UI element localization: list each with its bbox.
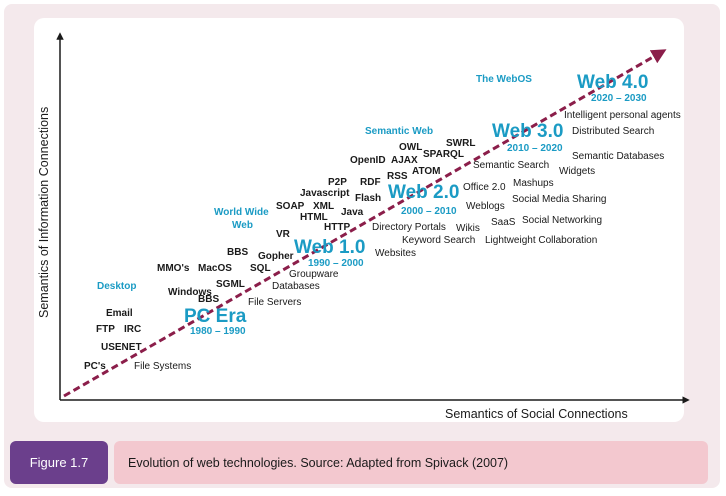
term-javascript: Javascript xyxy=(300,188,350,199)
term-soap: SOAP xyxy=(276,201,305,212)
term-bbs1: BBS xyxy=(198,294,219,305)
term-xml: XML xyxy=(313,201,334,212)
term-keyword-search: Keyword Search xyxy=(402,235,475,246)
term-lightweight-collaboration: Lightweight Collaboration xyxy=(485,235,597,246)
term-social-media-sharing: Social Media Sharing xyxy=(512,194,607,205)
term-rdf: RDF xyxy=(360,177,381,188)
era-pc-title: PC Era xyxy=(184,306,247,327)
era-web2-title: Web 2.0 xyxy=(388,182,459,203)
term-sparql: SPARQL xyxy=(423,149,464,160)
term-saas: SaaS xyxy=(491,217,516,228)
x-axis-label: Semantics of Social Connections xyxy=(445,407,628,421)
figure-caption: Evolution of web technologies. Source: A… xyxy=(114,441,708,484)
evolution-arrow xyxy=(63,49,667,398)
term-p2p: P2P xyxy=(328,177,347,188)
term-atom: ATOM xyxy=(412,166,441,177)
term-macos: MacOS xyxy=(198,263,232,274)
term-gopher: Gopher xyxy=(258,251,294,262)
term-irc: IRC xyxy=(124,324,141,335)
term-widgets: Widgets xyxy=(559,166,595,177)
era-web3-title: Web 3.0 xyxy=(492,121,563,142)
term-mmos: MMO's xyxy=(157,263,190,274)
term-semantic-search: Semantic Search xyxy=(473,160,549,171)
term-rss: RSS xyxy=(387,171,408,182)
term-directory-portals: Directory Portals xyxy=(372,222,446,233)
era-web1-years: 1990 – 2000 xyxy=(308,258,364,269)
term-databases: Databases xyxy=(272,281,320,292)
term-owl: OWL xyxy=(399,142,422,153)
term-ajax: AJAX xyxy=(391,155,418,166)
era-web3-years: 2010 – 2020 xyxy=(507,143,563,154)
y-axis-label: Semantics of Information Connections xyxy=(37,107,51,318)
term-swrl: SWRL xyxy=(446,138,475,149)
term-usenet: USENET xyxy=(101,342,142,353)
era-web4-years: 2020 – 2030 xyxy=(591,93,647,104)
term-intelligent-agents: Intelligent personal agents xyxy=(564,110,681,121)
term-distributed-search: Distributed Search xyxy=(572,126,654,137)
term-windows: Windows xyxy=(168,287,212,298)
term-social-networking: Social Networking xyxy=(522,215,602,226)
term-file-servers: File Servers xyxy=(248,297,301,308)
era-web2-years: 2000 – 2010 xyxy=(401,206,457,217)
term-http: HTTP xyxy=(324,222,350,233)
category-www-line1: World Wide xyxy=(214,207,269,218)
term-java: Java xyxy=(341,207,364,218)
term-bbs2: BBS xyxy=(227,247,248,258)
era-pc-years: 1980 – 1990 xyxy=(190,326,246,337)
category-www-line2: Web xyxy=(232,220,253,231)
category-desktop: Desktop xyxy=(97,281,136,292)
term-vr: VR xyxy=(276,229,291,240)
era-web4-title: Web 4.0 xyxy=(577,72,648,93)
category-semantic-web: Semantic Web xyxy=(365,126,433,137)
term-file-systems: File Systems xyxy=(134,361,191,372)
term-ftp: FTP xyxy=(96,324,115,335)
term-openid: OpenID xyxy=(350,155,386,166)
term-email: Email xyxy=(106,308,133,319)
term-html: HTML xyxy=(300,212,328,223)
term-sgml: SGML xyxy=(216,279,245,290)
term-wikis: Wikis xyxy=(456,223,480,234)
term-office-20: Office 2.0 xyxy=(463,182,506,193)
diagram-panel xyxy=(34,18,684,422)
figure-number-tag: Figure 1.7 xyxy=(10,441,108,484)
term-pcs: PC's xyxy=(84,361,106,372)
term-mashups: Mashups xyxy=(513,178,554,189)
term-groupware: Groupware xyxy=(289,269,339,280)
category-webos: The WebOS xyxy=(476,74,532,85)
term-websites: Websites xyxy=(375,248,416,259)
term-weblogs: Weblogs xyxy=(466,201,505,212)
term-semantic-databases: Semantic Databases xyxy=(572,151,664,162)
term-flash: Flash xyxy=(355,193,381,204)
era-web1-title: Web 1.0 xyxy=(294,237,365,258)
term-sql: SQL xyxy=(250,263,271,274)
